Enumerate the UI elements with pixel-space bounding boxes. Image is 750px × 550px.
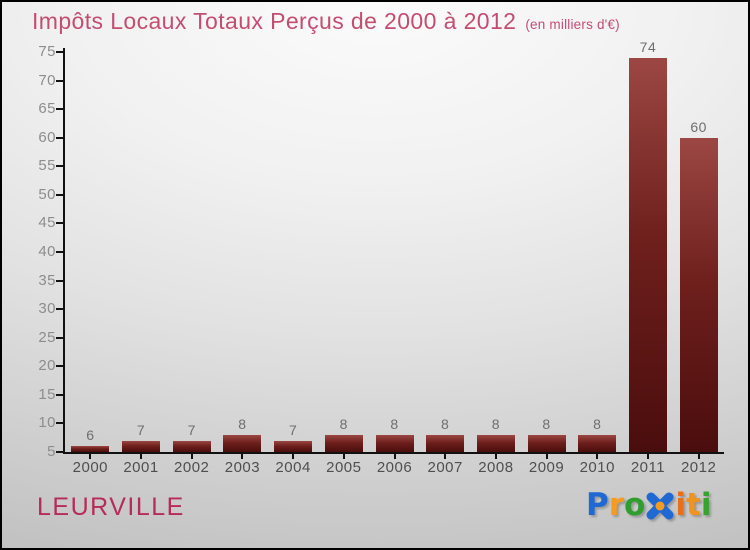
- bar-2002: [172, 440, 211, 452]
- bar-2005: [324, 434, 363, 452]
- bar-value-label: 74: [639, 38, 657, 55]
- y-axis-tick: [56, 422, 65, 425]
- bar-2004: [274, 440, 313, 452]
- x-axis-tick: [342, 452, 345, 459]
- x-axis-label-2011: 2011: [630, 459, 666, 476]
- y-axis-tick: [56, 451, 65, 453]
- x-axis-label-2000: 2000: [72, 459, 109, 476]
- y-tick-label: 15: [38, 385, 56, 403]
- logo-letter: P: [586, 487, 609, 523]
- bar-value-label: 8: [441, 415, 450, 432]
- x-axis-label-2005: 2005: [326, 459, 362, 476]
- x-axis-tick: [89, 452, 92, 459]
- y-axis-tick: [56, 136, 65, 139]
- y-tick-label: 35: [38, 271, 56, 289]
- x-axis-tick: [697, 452, 700, 459]
- x-axis-tick: [494, 452, 497, 459]
- y-axis-tick: [56, 165, 65, 168]
- bar-value-label: 6: [86, 427, 95, 444]
- x-axis-label-2009: 2009: [528, 459, 565, 476]
- y-tick-label: 5: [47, 443, 56, 460]
- logo-letter: r: [608, 487, 625, 523]
- x-axis-label-2007: 2007: [427, 459, 463, 476]
- bar-value-label: 8: [593, 415, 602, 432]
- chart-subtitle: (en milliers d'€): [525, 17, 620, 32]
- bar-value-label: 8: [491, 415, 501, 432]
- bar-2001: [122, 440, 161, 452]
- y-tick-label: 75: [38, 43, 56, 60]
- x-axis-tick: [140, 452, 143, 459]
- x-axis-label-2012: 2012: [680, 459, 717, 476]
- x-axis-label-2006: 2006: [376, 459, 413, 476]
- logo-letter: i: [675, 487, 686, 523]
- x-axis-label-2003: 2003: [224, 459, 261, 476]
- x-axis-tick: [646, 452, 649, 459]
- y-axis-tick: [56, 279, 65, 282]
- x-axis-tick: [292, 452, 295, 459]
- bar-2012: [679, 137, 718, 452]
- bar-value-label: 8: [542, 415, 551, 432]
- bar-value-label: 8: [390, 415, 399, 432]
- y-tick-label: 50: [38, 185, 56, 203]
- x-axis-label-2002: 2002: [174, 459, 210, 476]
- y-axis-tick: [56, 393, 65, 396]
- bar-2008: [476, 434, 515, 452]
- y-tick-label: 45: [38, 214, 56, 232]
- y-tick-label: 20: [38, 357, 56, 375]
- bar-value-label: 8: [339, 415, 348, 432]
- bar-2003: [223, 434, 262, 452]
- y-tick-label: 30: [38, 300, 56, 318]
- logo-letter: o: [624, 487, 646, 523]
- bar-2000: [71, 446, 110, 452]
- bar-value-label: 7: [136, 421, 146, 438]
- bar-2011: [628, 57, 667, 452]
- y-axis-tick: [56, 336, 65, 339]
- y-tick-label: 60: [38, 128, 56, 146]
- x-axis-tick: [545, 452, 548, 459]
- bar-2010: [578, 434, 617, 452]
- y-tick-label: 10: [38, 414, 56, 432]
- x-axis-label-2008: 2008: [478, 459, 514, 476]
- chart-title: Impôts Locaux Totaux Perçus de 2000 à 20…: [32, 8, 517, 34]
- y-tick-label: 40: [38, 243, 56, 260]
- chart-header: Impôts Locaux Totaux Perçus de 2000 à 20…: [32, 8, 620, 35]
- y-axis-tick: [56, 79, 65, 82]
- bar-2006: [375, 434, 414, 452]
- y-axis-tick: [56, 365, 65, 368]
- y-axis-tick: [56, 51, 65, 53]
- x-axis-tick: [444, 452, 447, 459]
- x-axis-tick: [241, 452, 244, 459]
- commune-name: LEURVILLE: [37, 493, 185, 521]
- y-axis-tick: [56, 222, 65, 225]
- x-axis-label-2010: 2010: [579, 459, 615, 476]
- x-axis-label-2001: 2001: [123, 459, 159, 476]
- y-tick-label: 55: [38, 157, 56, 175]
- bar-2007: [426, 434, 465, 452]
- x-axis-tick: [596, 452, 599, 459]
- bar-2009: [527, 434, 566, 452]
- y-axis-tick: [56, 108, 65, 111]
- bar-value-label: 8: [238, 415, 247, 432]
- proxiti-x-icon: [646, 492, 674, 520]
- y-tick-label: 25: [38, 328, 56, 346]
- y-axis-tick: [56, 193, 65, 196]
- logo-letter: t: [685, 487, 701, 523]
- bar-value-label: 7: [187, 421, 196, 438]
- y-tick-label: 70: [38, 71, 56, 89]
- x-axis-tick: [190, 452, 193, 459]
- logo-letter: i: [700, 487, 712, 523]
- y-axis-tick: [56, 308, 65, 311]
- bar-value-label: 60: [690, 118, 707, 135]
- x-axis-label-2004: 2004: [275, 459, 311, 476]
- x-axis-tick: [393, 452, 396, 459]
- bar-value-label: 7: [288, 421, 298, 438]
- y-axis-tick: [56, 251, 65, 253]
- y-tick-label: 65: [38, 100, 56, 118]
